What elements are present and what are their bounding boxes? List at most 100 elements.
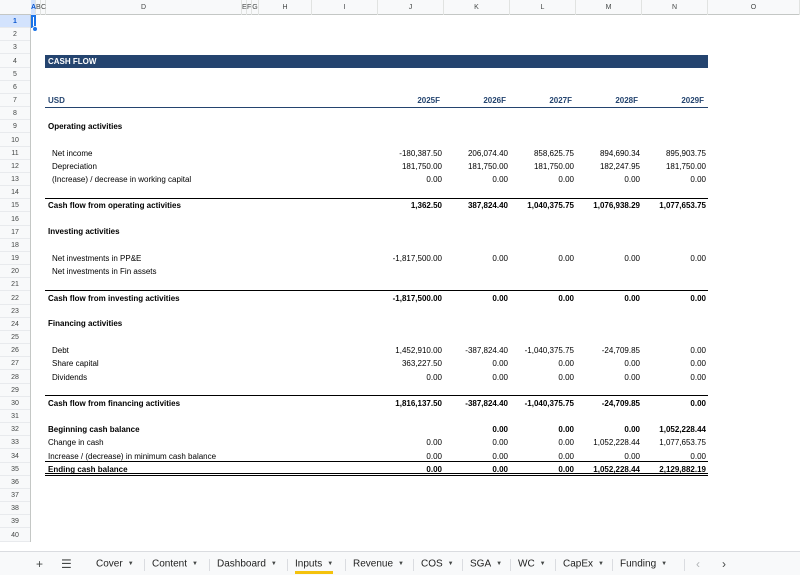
- tab-inputs[interactable]: Inputs ▼: [295, 556, 334, 574]
- row-header[interactable]: 25: [0, 331, 30, 345]
- column-header-n[interactable]: N: [642, 0, 708, 15]
- row-header[interactable]: 40: [0, 529, 30, 542]
- column-header-g[interactable]: G: [252, 0, 259, 15]
- tab-cos[interactable]: COS ▼: [421, 556, 454, 574]
- row-header[interactable]: 2: [0, 28, 30, 42]
- row-header[interactable]: 7: [0, 94, 30, 108]
- row-header[interactable]: 20: [0, 265, 30, 279]
- line-value: 206,074.40: [467, 148, 508, 158]
- row-header[interactable]: 11: [0, 147, 30, 160]
- row-header[interactable]: 15: [0, 199, 30, 213]
- row-header[interactable]: 22: [0, 292, 30, 305]
- row-header[interactable]: 9: [0, 120, 30, 134]
- row-header[interactable]: 32: [0, 423, 30, 437]
- row-header[interactable]: 30: [0, 397, 30, 410]
- line-label: Depreciation: [52, 161, 97, 171]
- line-label: Dividends: [52, 372, 88, 382]
- header-underline: [45, 107, 708, 108]
- sheet-grid[interactable]: [31, 15, 800, 542]
- column-header-k[interactable]: K: [444, 0, 510, 15]
- line-value: 0.00: [492, 254, 508, 264]
- caret-down-icon[interactable]: ▼: [539, 561, 546, 567]
- hamburger-icon[interactable]: ☰: [61, 557, 72, 571]
- row-header[interactable]: 5: [0, 68, 30, 81]
- caret-down-icon[interactable]: ▼: [496, 561, 503, 567]
- row-header[interactable]: 35: [0, 463, 30, 476]
- caret-down-icon[interactable]: ▼: [661, 561, 668, 567]
- row-header[interactable]: 36: [0, 476, 30, 489]
- row-header[interactable]: 26: [0, 344, 30, 358]
- column-header-c[interactable]: C: [41, 0, 46, 15]
- tab-cover[interactable]: Cover ▼: [96, 556, 134, 574]
- row-header[interactable]: 1: [0, 15, 30, 28]
- row-header[interactable]: 19: [0, 252, 30, 266]
- column-header-m[interactable]: M: [576, 0, 642, 15]
- column-header-a[interactable]: A: [31, 0, 36, 15]
- column-header-i[interactable]: I: [312, 0, 378, 15]
- row-header[interactable]: 18: [0, 239, 30, 252]
- row-header[interactable]: 34: [0, 450, 30, 463]
- column-header-d[interactable]: D: [46, 0, 242, 15]
- row-header[interactable]: 8: [0, 107, 30, 121]
- caret-down-icon[interactable]: ▼: [127, 561, 134, 567]
- tab-sga[interactable]: SGA ▼: [470, 556, 502, 574]
- row-header[interactable]: 6: [0, 81, 30, 94]
- row-header[interactable]: 38: [0, 502, 30, 516]
- row-header[interactable]: 16: [0, 213, 30, 226]
- row-header[interactable]: 23: [0, 305, 30, 318]
- line-value: 0.00: [558, 451, 574, 461]
- chevron-left-icon[interactable]: ‹: [696, 557, 700, 571]
- line-value: 895,903.75: [665, 148, 706, 158]
- tab-separator: [555, 559, 556, 571]
- row-header[interactable]: 13: [0, 173, 30, 187]
- line-label: Share capital: [52, 359, 99, 369]
- tab-separator: [209, 559, 210, 571]
- section-financing: Financing activities: [48, 319, 123, 328]
- chevron-right-icon[interactable]: ›: [722, 557, 726, 571]
- row-header[interactable]: 28: [0, 371, 30, 384]
- column-header-l[interactable]: L: [510, 0, 576, 15]
- plus-icon[interactable]: +: [36, 557, 44, 571]
- tab-dashboard[interactable]: Dashboard ▼: [217, 556, 277, 574]
- column-header-f[interactable]: F: [247, 0, 252, 15]
- row-header[interactable]: 24: [0, 318, 30, 331]
- tab-funding[interactable]: Funding ▼: [620, 556, 667, 574]
- row-header[interactable]: 10: [0, 134, 30, 147]
- row-header[interactable]: 17: [0, 226, 30, 239]
- line-value: -24,709.85: [601, 398, 640, 408]
- caret-down-icon[interactable]: ▼: [192, 561, 198, 567]
- column-header-b[interactable]: B: [36, 0, 41, 15]
- line-label: (Increase) / decrease in working capital: [52, 175, 192, 185]
- column-header-e[interactable]: E: [242, 0, 247, 15]
- tab-wc[interactable]: WC ▼: [518, 556, 546, 574]
- row-header[interactable]: 14: [0, 186, 30, 200]
- caret-down-icon[interactable]: ▼: [327, 561, 334, 567]
- column-header-h[interactable]: H: [259, 0, 312, 15]
- tab-capex[interactable]: CapEx ▼: [563, 556, 604, 574]
- fill-handle[interactable]: [32, 26, 38, 32]
- section-investing: Investing activities: [48, 227, 120, 236]
- tab-content[interactable]: Content ▼: [152, 556, 198, 574]
- row-header[interactable]: 29: [0, 384, 30, 397]
- line-value: 0.00: [492, 464, 508, 474]
- line-value: 0.00: [624, 254, 640, 264]
- caret-down-icon[interactable]: ▼: [398, 561, 404, 567]
- row-header[interactable]: 3: [0, 41, 30, 55]
- column-header-j[interactable]: J: [378, 0, 444, 15]
- row-header[interactable]: 33: [0, 436, 30, 450]
- row-header[interactable]: 21: [0, 278, 30, 292]
- row-header[interactable]: 31: [0, 410, 30, 424]
- tab-separator: [287, 559, 288, 571]
- caret-down-icon[interactable]: ▼: [598, 561, 604, 567]
- caret-down-icon[interactable]: ▼: [447, 561, 454, 567]
- row-header[interactable]: 27: [0, 357, 30, 371]
- row-header[interactable]: 12: [0, 160, 30, 173]
- column-header-o[interactable]: O: [708, 0, 800, 15]
- row-header[interactable]: 4: [0, 55, 30, 68]
- row-header[interactable]: 37: [0, 489, 30, 503]
- tab-revenue[interactable]: Revenue ▼: [353, 556, 404, 574]
- line-value: 0.00: [690, 451, 706, 461]
- row-header[interactable]: 39: [0, 515, 30, 529]
- line-value: 0.00: [558, 293, 574, 303]
- caret-down-icon[interactable]: ▼: [270, 561, 277, 567]
